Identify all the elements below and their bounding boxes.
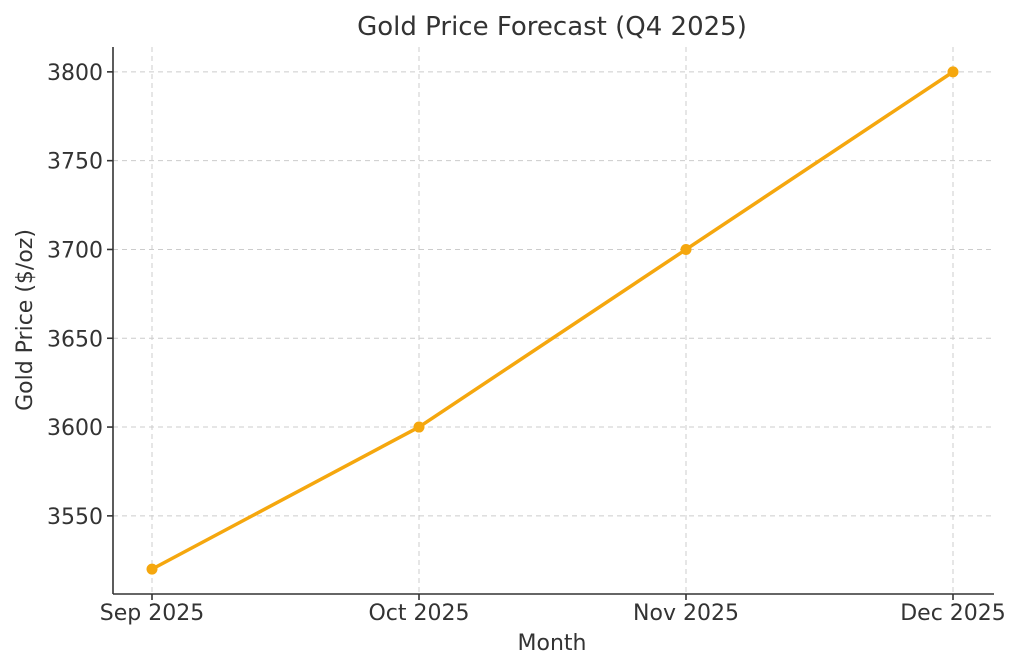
y-tick-label: 3700 — [47, 238, 103, 263]
y-tick-label: 3800 — [47, 61, 103, 86]
x-tick-label: Oct 2025 — [368, 601, 469, 626]
x-axis-label: Month — [518, 631, 587, 656]
ticks: Sep 2025 Oct 2025 Nov 2025 Dec 2025 3550 3600… — [47, 61, 1006, 626]
y-axis-label: Gold Price ($/oz) — [13, 229, 38, 411]
y-tick-label: 3750 — [47, 150, 103, 175]
y-tick-label: 3600 — [47, 416, 103, 441]
series — [146, 66, 959, 575]
y-tick-label: 3550 — [47, 505, 103, 530]
x-tick-label: Dec 2025 — [900, 601, 1006, 626]
x-tick-label: Nov 2025 — [633, 601, 739, 626]
data-point — [413, 421, 425, 433]
y-tick-label: 3650 — [47, 327, 103, 352]
axes — [112, 47, 994, 595]
chart-title: Gold Price Forecast (Q4 2025) — [357, 12, 747, 42]
grid — [113, 47, 994, 594]
data-point — [146, 563, 158, 575]
series-line — [150, 70, 955, 571]
data-point — [947, 66, 959, 78]
x-tick-label: Sep 2025 — [100, 601, 204, 626]
data-point — [680, 243, 692, 255]
